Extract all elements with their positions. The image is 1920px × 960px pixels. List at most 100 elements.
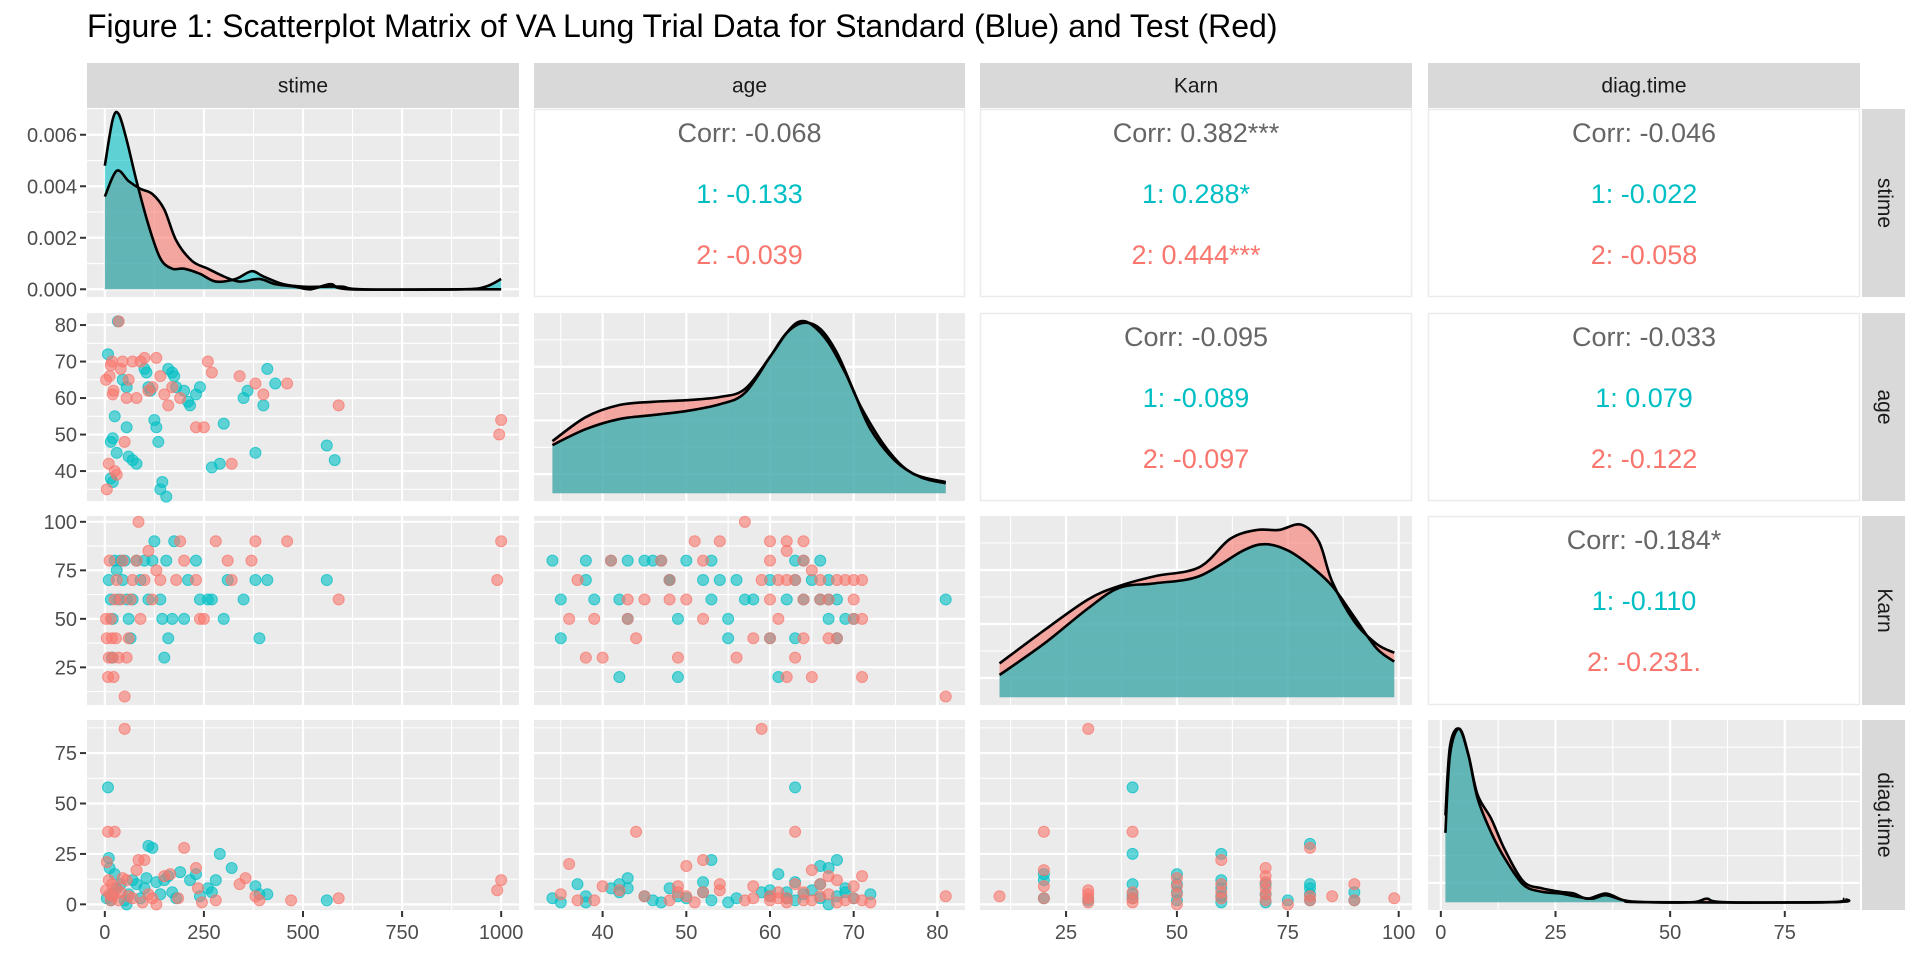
- strip-top-stime: [87, 63, 519, 108]
- scatter-point-group1: [150, 421, 163, 434]
- scatter-point-group2: [332, 892, 345, 905]
- scatter-point-group1: [168, 370, 181, 383]
- scatter-point-group2: [130, 554, 143, 567]
- scatter-point-group2: [772, 886, 785, 899]
- scatter-point-group1: [722, 632, 735, 645]
- corr-group2: 2: -0.231.: [1587, 647, 1701, 677]
- panel-age-age: [534, 313, 965, 501]
- scatter-point-group2: [671, 880, 684, 893]
- scatter-point-group2: [138, 574, 151, 587]
- scatter-point-group2: [613, 884, 626, 897]
- strips-layer: stime age Karn diag.time stime age Karn diag.ti…: [87, 63, 1905, 910]
- scatter-point-group2: [663, 574, 676, 587]
- scatter-point-group2: [109, 632, 122, 645]
- scatter-point-group2: [939, 690, 952, 703]
- x-tick-label: 0: [1435, 922, 1446, 944]
- panel-diag-time-diag-time: [1428, 720, 1860, 910]
- strip-top-label-diag-time: diag.time: [1601, 75, 1686, 98]
- scatter-point-group2: [939, 890, 952, 903]
- scatter-point-group1: [189, 554, 202, 567]
- density-line-group1: [1444, 727, 1851, 904]
- scatter-point-group1: [554, 632, 567, 645]
- y-tick-label: 0.002: [27, 228, 77, 250]
- scatter-point-group1: [730, 574, 743, 587]
- scatter-point-group2: [797, 886, 810, 899]
- scatter-point-group2: [571, 574, 584, 587]
- scatter-point-group2: [638, 890, 651, 903]
- scatter-point-group2: [166, 381, 179, 394]
- scatter-point-group2: [332, 399, 345, 412]
- scatter-point-group1: [269, 377, 282, 390]
- corr-panel-background: [1427, 108, 1861, 298]
- panel-stime-age: Corr: -0.068 1: -0.133 2: -0.039: [533, 108, 966, 298]
- strip-right-stime: [1862, 109, 1905, 297]
- scatter-point-group1: [160, 490, 173, 503]
- scatter-point-group2: [495, 413, 508, 426]
- scatter-point-group1: [1126, 847, 1139, 860]
- scatter-point-group2: [713, 884, 726, 897]
- scatter-point-group2: [671, 651, 684, 664]
- y-tick-label: 0.000: [27, 279, 77, 301]
- density-area-group1: [1445, 728, 1850, 903]
- scatter-point-group2: [158, 388, 171, 401]
- corr-group1: 1: 0.079: [1595, 383, 1693, 413]
- scatter-point-group2: [245, 554, 258, 567]
- panel-diag-time-stime: [87, 720, 519, 911]
- scatter-point-group1: [156, 476, 169, 489]
- scatter-point-group2: [154, 574, 167, 587]
- strip-top-label-age: age: [732, 75, 767, 98]
- panel-background: [534, 720, 965, 910]
- scatter-point-group2: [1126, 825, 1139, 838]
- scatter-point-group2: [107, 384, 120, 397]
- scatter-point-group2: [856, 671, 869, 684]
- scatter-point-group2: [118, 435, 131, 448]
- scatter-point-group2: [107, 671, 120, 684]
- scatter-point-group2: [1215, 853, 1228, 866]
- x-tick-label: 50: [1659, 922, 1681, 944]
- scatter-point-group2: [100, 483, 113, 496]
- scatter-point-group2: [150, 898, 163, 911]
- scatter-point-group2: [780, 671, 793, 684]
- scatter-point-group1: [160, 554, 173, 567]
- panel-diag-time-karn: [980, 720, 1412, 911]
- scatter-point-group2: [495, 874, 508, 887]
- y-tick-label: 0.006: [27, 125, 77, 147]
- strip-right-karn: [1862, 516, 1905, 705]
- scatter-point-group2: [780, 544, 793, 557]
- y-tick-label: 25: [55, 844, 77, 866]
- scatter-point-group1: [122, 612, 135, 625]
- scatter-point-group2: [571, 894, 584, 907]
- scatter-point-group2: [130, 392, 143, 405]
- scatter-point-group2: [253, 894, 266, 907]
- scatter-point-group2: [789, 878, 802, 891]
- corr-group1: 1: -0.133: [696, 179, 803, 209]
- scatter-point-group1: [613, 671, 626, 684]
- y-tick-label: 80: [55, 315, 77, 337]
- scatter-point-group2: [772, 612, 785, 625]
- x-tick-label: 50: [675, 922, 697, 944]
- scatter-point-group1: [780, 593, 793, 606]
- scatter-point-group1: [939, 593, 952, 606]
- scatter-point-group2: [103, 554, 116, 567]
- x-tick-label: 70: [843, 922, 865, 944]
- scatter-point-group1: [106, 432, 119, 445]
- strip-right-label-karn: Karn: [1873, 588, 1896, 632]
- scatter-point-group2: [126, 892, 139, 905]
- scatter-point-group2: [688, 535, 701, 548]
- x-tick-label: 60: [759, 922, 781, 944]
- scatter-point-group1: [822, 612, 835, 625]
- scatter-point-group1: [621, 872, 634, 885]
- scatter-point-group1: [225, 862, 238, 875]
- y-tick-label: 70: [55, 352, 77, 374]
- scatter-point-group2: [124, 593, 137, 606]
- scatter-point-group2: [655, 554, 668, 567]
- scatter-point-group2: [713, 535, 726, 548]
- corr-overall: Corr: -0.033: [1572, 322, 1716, 352]
- scatter-point-group2: [174, 392, 187, 405]
- strip-right-label-age: age: [1873, 389, 1896, 424]
- scatter-point-group1: [257, 399, 270, 412]
- density-area-group1: [552, 322, 946, 494]
- scatter-point-group2: [697, 853, 710, 866]
- x-tick-label: 1000: [479, 922, 524, 944]
- scatter-point-group2: [209, 894, 222, 907]
